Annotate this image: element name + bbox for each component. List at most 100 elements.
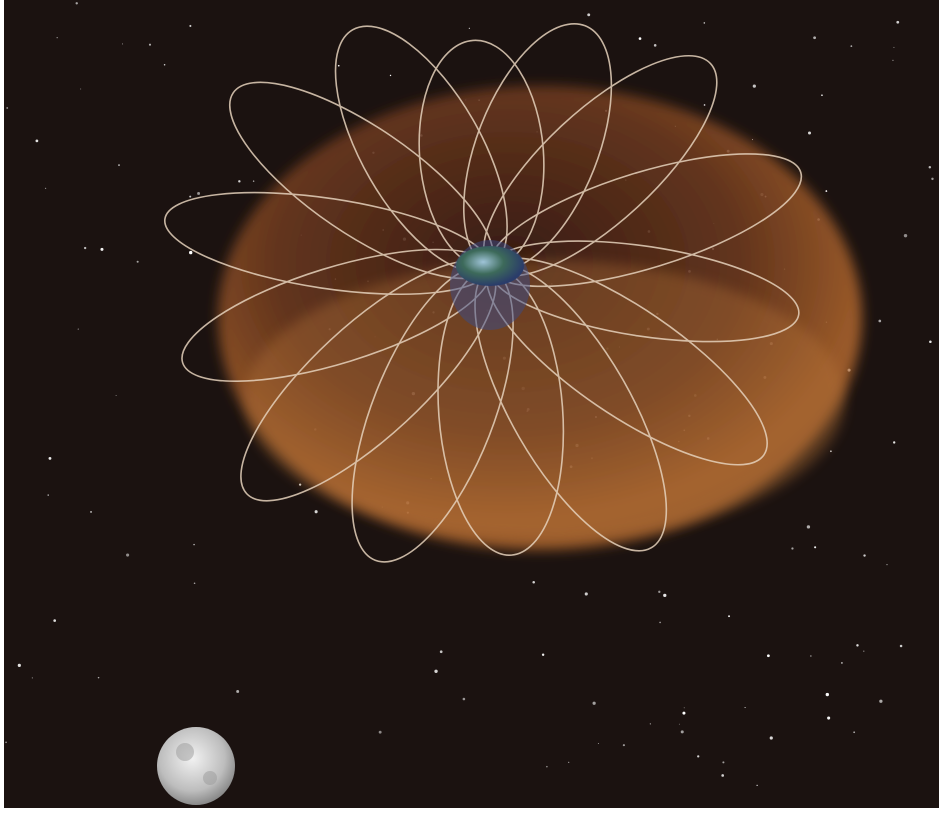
star xyxy=(47,494,49,496)
star xyxy=(546,765,548,768)
star xyxy=(77,328,79,330)
star xyxy=(863,650,865,652)
star xyxy=(678,723,680,725)
star xyxy=(90,510,92,513)
star xyxy=(189,195,192,198)
star xyxy=(769,736,773,740)
star xyxy=(5,741,7,744)
star xyxy=(825,692,830,697)
star xyxy=(44,187,47,190)
star xyxy=(752,84,756,88)
star xyxy=(638,37,642,40)
star xyxy=(658,590,661,594)
star xyxy=(236,690,240,693)
star xyxy=(810,655,812,657)
star xyxy=(597,742,599,744)
star xyxy=(592,701,596,705)
star xyxy=(115,394,117,396)
star xyxy=(821,94,823,97)
star xyxy=(744,707,746,709)
star xyxy=(680,730,684,734)
star xyxy=(189,24,192,27)
star xyxy=(841,662,843,664)
star xyxy=(568,761,570,764)
star xyxy=(97,676,100,679)
star xyxy=(893,441,896,444)
star xyxy=(808,131,812,135)
star xyxy=(721,774,725,777)
star xyxy=(697,755,700,758)
star xyxy=(830,450,832,453)
star xyxy=(53,619,56,622)
star xyxy=(197,192,201,195)
star xyxy=(722,761,725,764)
star xyxy=(193,543,195,546)
star xyxy=(189,250,193,255)
star xyxy=(928,165,932,169)
star xyxy=(756,784,758,786)
moon-crater xyxy=(203,771,217,785)
star xyxy=(584,592,588,596)
star xyxy=(238,180,241,183)
star xyxy=(587,13,591,17)
star xyxy=(378,730,382,734)
star xyxy=(389,74,392,77)
star xyxy=(136,260,139,263)
earth xyxy=(456,246,524,286)
star xyxy=(56,37,58,39)
star xyxy=(252,180,255,182)
star xyxy=(6,107,9,109)
star xyxy=(814,546,817,549)
star xyxy=(663,593,667,598)
star xyxy=(878,319,882,323)
star xyxy=(439,650,443,654)
dome-glow xyxy=(245,260,845,540)
star xyxy=(850,45,853,47)
star xyxy=(806,525,811,529)
star xyxy=(17,663,21,667)
star xyxy=(75,2,78,5)
star xyxy=(929,340,932,344)
star xyxy=(163,64,166,66)
star xyxy=(462,697,466,701)
star xyxy=(683,707,685,709)
star xyxy=(83,246,87,250)
star xyxy=(434,669,438,673)
star xyxy=(892,59,894,62)
star xyxy=(886,564,888,566)
star xyxy=(813,36,816,40)
star xyxy=(126,553,130,557)
star xyxy=(728,615,731,618)
star xyxy=(100,247,104,251)
star xyxy=(703,104,706,106)
star xyxy=(863,554,866,557)
star xyxy=(649,723,651,725)
moon-crater xyxy=(176,743,194,761)
star xyxy=(622,744,625,747)
star xyxy=(468,27,470,29)
star xyxy=(856,644,859,647)
star xyxy=(903,233,908,238)
star xyxy=(791,547,794,550)
star xyxy=(35,139,39,143)
star xyxy=(193,582,196,585)
star xyxy=(682,711,686,715)
star xyxy=(825,190,828,192)
star xyxy=(659,621,661,624)
star xyxy=(148,43,152,46)
star xyxy=(80,88,82,90)
star xyxy=(118,164,120,167)
star xyxy=(899,644,903,648)
star xyxy=(703,22,706,24)
star xyxy=(896,20,900,24)
star xyxy=(298,483,302,486)
star xyxy=(893,46,895,48)
star xyxy=(752,139,754,141)
star xyxy=(48,456,52,460)
star xyxy=(337,64,340,67)
star xyxy=(31,677,33,679)
star xyxy=(653,44,657,47)
star xyxy=(853,731,856,734)
